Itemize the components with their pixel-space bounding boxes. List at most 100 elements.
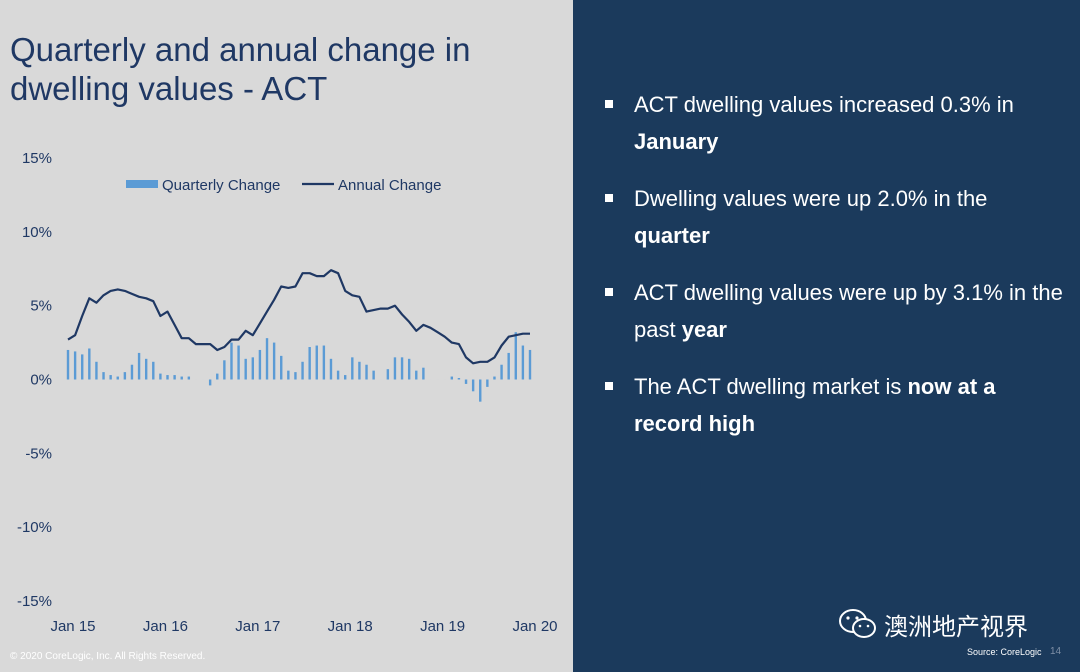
quarterly-bar: [137, 352, 141, 380]
quarterly-bar: [301, 361, 304, 380]
y-tick-label: 15%: [22, 150, 52, 167]
quarterly-bar: [351, 357, 354, 380]
quarterly-bar: [166, 375, 169, 380]
x-tick-label: Jan 17: [235, 618, 280, 635]
bullet-marker: [605, 382, 613, 390]
quarterly-bar: [159, 373, 162, 380]
wechat-icon: [839, 609, 876, 638]
bullet-emphasis: year: [681, 317, 727, 342]
quarterly-bar: [329, 358, 333, 380]
quarterly-bar: [66, 349, 70, 380]
quarterly-bar: [237, 345, 240, 380]
quarterly-bar: [265, 338, 269, 380]
y-tick-label: 5%: [30, 298, 52, 315]
summary-panel: [573, 0, 1080, 672]
bullet-emphasis: January: [634, 129, 719, 154]
quarterly-bar: [272, 342, 276, 380]
x-axis: Jan 15 Jan 16 Jan 17 Jan 18 Jan 19 Jan 20: [50, 618, 557, 635]
x-tick-label: Jan 18: [328, 618, 373, 635]
quarterly-bar: [507, 352, 510, 380]
quarterly-bar: [123, 372, 127, 380]
bullet-emphasis: quarter: [634, 223, 710, 248]
quarterly-bar: [528, 349, 532, 380]
quarterly-bar: [336, 370, 340, 380]
x-tick-label: Jan 16: [143, 618, 188, 635]
quarterly-bar: [358, 361, 361, 380]
bullet-text: The ACT dwelling market is: [634, 374, 908, 399]
summary-bullet: Dwelling values were up 2.0% in the quar…: [603, 180, 1063, 254]
quarterly-bar: [73, 351, 77, 380]
legend-label-annual: Annual Change: [338, 177, 441, 194]
quarterly-bar: [322, 345, 326, 380]
quarterly-bar: [422, 367, 425, 380]
quarterly-bar: [457, 378, 461, 380]
quarterly-bar: [280, 355, 283, 380]
quarterly-bar: [294, 372, 297, 380]
summary-bullet: ACT dwelling values were up by 3.1% in t…: [603, 274, 1063, 348]
quarterly-bar: [400, 357, 404, 380]
quarterly-bar: [180, 376, 183, 380]
y-axis: 15% 10% 5% 0% -5% -10% -15%: [17, 150, 52, 610]
page-number: 14: [1050, 646, 1062, 657]
quarterly-bar: [514, 332, 517, 380]
quarterly-bar: [102, 372, 105, 380]
source-note: Source: CoreLogic: [967, 647, 1042, 657]
bullet-text: ACT dwelling values were up by 3.1% in t…: [634, 280, 1063, 342]
x-tick-label: Jan 15: [50, 618, 95, 635]
quarterly-bar: [95, 361, 98, 380]
summary-bullet: ACT dwelling values increased 0.3% in Ja…: [603, 86, 1063, 160]
slide-title: Quarterly and annual change in dwelling …: [10, 31, 471, 107]
quarterly-bar: [81, 354, 84, 380]
chart-panel: 15% 10% 5% 0% -5% -10% -15% Jan 15 Jan 16 Jan 17…: [10, 31, 558, 662]
quarterly-bar: [315, 345, 318, 380]
quarterly-bar: [152, 361, 155, 380]
y-tick-label: -5%: [25, 445, 52, 462]
bullet-emphasis: now at a record high: [634, 374, 996, 436]
quarterly-bar: [251, 357, 254, 380]
quarterly-bar: [88, 348, 91, 380]
quarterly-bar: [344, 375, 347, 380]
bullet-text: Dwelling values were up 2.0% in the: [634, 186, 988, 211]
quarterly-bar: [258, 349, 262, 380]
y-tick-label: 0%: [30, 372, 52, 389]
legend-swatch-quarterly: [126, 180, 158, 188]
summary-bullets: ACT dwelling values increased 0.3% in Ja…: [603, 86, 1063, 462]
quarterly-bar: [187, 376, 191, 380]
quarterly-bar: [223, 360, 226, 380]
quarterly-bar: [116, 376, 119, 380]
x-tick-label: Jan 19: [420, 618, 465, 635]
quarterly-bar: [471, 379, 475, 392]
legend-label-quarterly: Quarterly Change: [162, 177, 280, 194]
quarterly-bar: [208, 379, 212, 386]
quarterly-bar: [130, 364, 134, 380]
quarterly-bar: [386, 369, 390, 380]
quarterly-bar: [287, 370, 290, 380]
quarterly-bar: [230, 342, 233, 380]
quarterly-bar: [415, 370, 418, 380]
quarterly-bar: [500, 364, 503, 380]
y-tick-label: -15%: [17, 593, 52, 610]
quarterly-bar: [486, 379, 489, 387]
quarterly-bar: [493, 376, 496, 380]
bullet-marker: [605, 288, 613, 296]
quarterly-bar: [372, 370, 375, 380]
quarterly-bar: [365, 364, 368, 380]
annual-change-line: [67, 269, 530, 365]
quarterly-bar: [173, 375, 176, 380]
quarterly-bar: [144, 358, 148, 380]
y-tick-label: 10%: [22, 224, 52, 241]
quarterly-bar: [393, 357, 397, 380]
quarterly-bar: [109, 375, 112, 380]
chart-svg: 15% 10% 5% 0% -5% -10% -15% Jan 15 Jan 16 Jan 17…: [17, 150, 558, 635]
wechat-watermark: 澳洲地产视界: [838, 606, 1028, 642]
quarterly-bar: [244, 358, 247, 380]
y-tick-label: -10%: [17, 519, 52, 536]
quarterly-bars: [66, 332, 532, 402]
quarterly-bar: [450, 376, 454, 380]
bullet-marker: [605, 100, 613, 108]
quarterly-bar: [216, 373, 219, 380]
quarterly-bar: [407, 358, 411, 380]
quarterly-bar: [521, 345, 525, 380]
bullet-text: ACT dwelling values increased 0.3% in: [634, 92, 1014, 117]
bullet-marker: [605, 194, 613, 202]
